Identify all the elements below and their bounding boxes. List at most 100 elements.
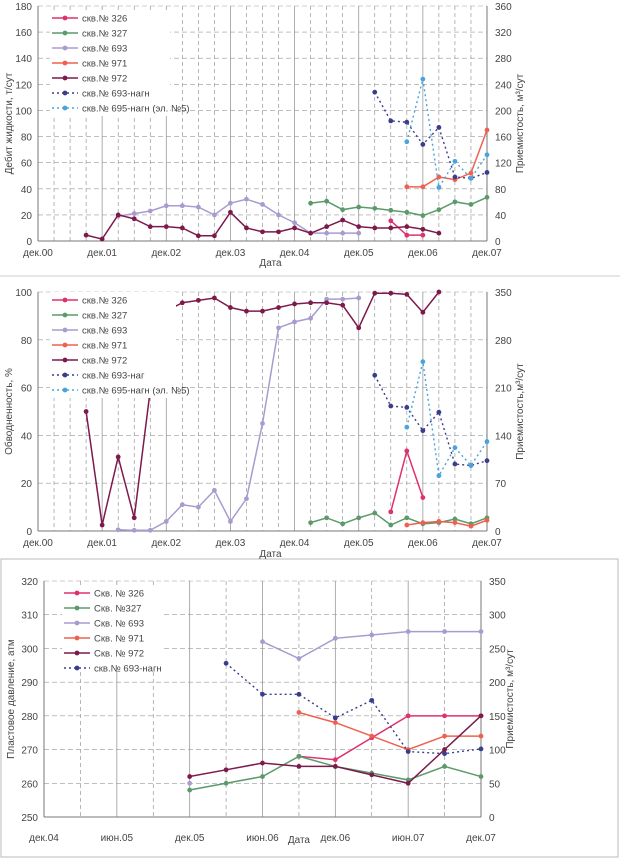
x-tick-label: дек.04 — [280, 538, 310, 549]
data-point — [324, 515, 330, 521]
data-point — [404, 448, 410, 454]
data-point — [404, 139, 410, 145]
data-point — [452, 199, 458, 205]
series-3 — [187, 629, 484, 786]
y2-tick-label: 120 — [495, 159, 512, 170]
y-tick-label: 300 — [21, 644, 38, 655]
data-point — [324, 198, 330, 204]
data-point — [340, 217, 346, 223]
data-point — [388, 207, 394, 213]
data-point — [163, 203, 169, 209]
data-point — [436, 185, 442, 190]
data-point — [404, 232, 410, 238]
x-axis-label: Дата — [259, 549, 282, 560]
data-point — [388, 118, 394, 124]
y-tick-label: 280 — [21, 712, 38, 723]
y2-axis-label: Приемистость, м³/сут — [505, 649, 516, 749]
data-point — [372, 205, 378, 211]
y2-tick-label: 350 — [495, 288, 512, 299]
data-point — [340, 521, 346, 527]
series-line — [374, 91, 488, 180]
y2-tick-label: 250 — [489, 644, 506, 655]
data-point — [436, 125, 442, 130]
data-point — [452, 158, 458, 164]
data-point — [388, 403, 394, 409]
y2-tick-label: 40 — [495, 211, 507, 222]
series-line — [310, 196, 488, 217]
y2-tick-label: 0 — [495, 527, 501, 538]
data-point — [244, 308, 249, 314]
y2-axis-label: Приемистость, м³/сут — [515, 73, 526, 173]
data-point — [404, 424, 410, 430]
data-point — [187, 780, 193, 786]
data-point — [332, 764, 338, 769]
data-point — [484, 127, 490, 133]
y-tick-label: 160 — [15, 28, 32, 39]
data-point — [340, 230, 346, 236]
data-point — [163, 224, 169, 230]
series-5 — [187, 713, 484, 786]
data-point — [478, 774, 484, 779]
y2-tick-label: 210 — [495, 384, 512, 395]
chart-frame — [0, 558, 619, 858]
data-point — [292, 225, 297, 231]
data-point — [484, 170, 490, 175]
y-tick-label: 80 — [21, 336, 33, 347]
data-point — [442, 751, 447, 757]
data-point — [179, 225, 185, 231]
data-point — [369, 733, 375, 739]
legend-swatch-marker — [62, 357, 68, 363]
legend-label: скв.№ 327 — [82, 29, 127, 40]
data-point — [484, 439, 490, 444]
data-point — [211, 212, 217, 218]
data-point — [452, 516, 458, 522]
x-axis-label: Дата — [288, 835, 311, 846]
data-point — [436, 207, 442, 213]
chart-3: 250 260 270 280 290 300 310 320 0 50 100 150 200 250 3… — [6, 577, 516, 846]
data-point — [292, 220, 297, 226]
data-point — [420, 520, 426, 526]
legend-swatch-marker — [74, 605, 80, 611]
y2-tick-label: 360 — [495, 2, 512, 13]
data-point — [115, 527, 121, 533]
legend-swatch-marker — [62, 75, 68, 81]
legend-label: скв.№ 971 — [82, 341, 127, 352]
y-tick-label: 60 — [21, 384, 33, 395]
x-tick-label: дек.04 — [29, 833, 59, 844]
series-4 — [404, 517, 490, 529]
legend-label: скв.№ 326 — [82, 14, 127, 25]
data-point — [83, 232, 89, 238]
y-tick-label: 0 — [26, 527, 32, 538]
data-point — [369, 632, 375, 638]
legend-swatch-marker — [62, 387, 68, 393]
data-point — [324, 300, 330, 306]
data-point — [228, 209, 233, 215]
data-point — [369, 772, 375, 778]
x-axis-label: Дата — [259, 258, 282, 269]
y-tick-label: 60 — [21, 159, 33, 170]
y2-tick-label: 300 — [489, 611, 506, 622]
data-point — [442, 733, 447, 739]
legend-label: Скв. №327 — [94, 604, 141, 615]
y-tick-label: 80 — [21, 133, 33, 144]
y2-tick-label: 0 — [495, 237, 501, 248]
series-line — [406, 361, 488, 478]
data-point — [187, 774, 193, 779]
data-point — [296, 710, 302, 715]
data-point — [484, 152, 490, 158]
data-point — [388, 522, 394, 528]
data-point — [163, 519, 169, 524]
y-axis-label: Пластовое давление, атм — [6, 639, 17, 759]
data-point — [211, 233, 217, 239]
data-point — [404, 119, 410, 125]
y2-tick-label: 200 — [489, 678, 506, 689]
legend-label: Скв. № 693 — [94, 619, 144, 630]
data-point — [436, 473, 442, 479]
data-point — [296, 764, 302, 769]
series-line — [406, 519, 488, 528]
series-1 — [388, 448, 426, 515]
x-tick-label: дек.06 — [408, 248, 438, 259]
data-point — [276, 325, 281, 331]
legend-swatch-marker — [74, 590, 80, 596]
